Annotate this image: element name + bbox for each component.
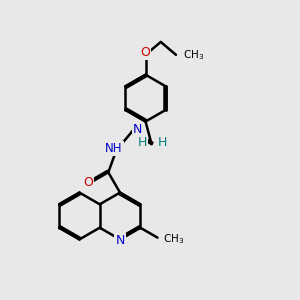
Text: H: H xyxy=(158,136,167,149)
Text: CH$_3$: CH$_3$ xyxy=(183,48,204,62)
Text: N: N xyxy=(133,123,142,136)
Text: NH: NH xyxy=(105,142,123,155)
Text: O: O xyxy=(141,46,151,59)
Text: CH$_3$: CH$_3$ xyxy=(163,232,184,246)
Text: N: N xyxy=(115,234,125,248)
Text: O: O xyxy=(83,176,93,189)
Text: H: H xyxy=(138,136,147,148)
